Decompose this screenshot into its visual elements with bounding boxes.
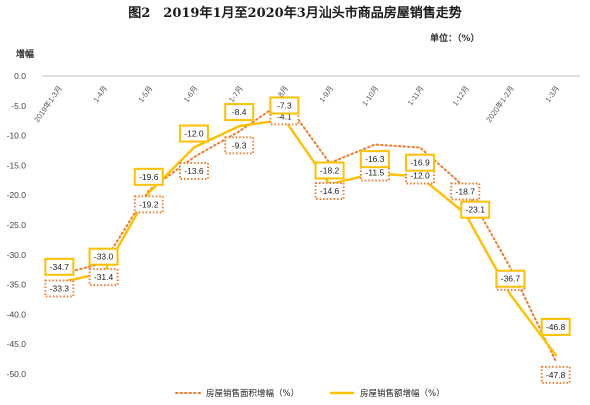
y-tick-label: -10.0 [7, 131, 27, 141]
x-tick-label: 1-10月 [360, 84, 380, 108]
data-label-area: -47.8 [540, 365, 571, 384]
data-label-text: -11.5 [365, 168, 384, 178]
data-label-text: -19.2 [139, 199, 159, 209]
data-label-box [495, 269, 526, 288]
data-label-box [269, 96, 300, 115]
x-tick-label: 1-6月 [182, 84, 200, 104]
x-tick-label: 1-9月 [317, 84, 335, 104]
data-label-box [314, 161, 345, 180]
y-tick-label: -50.0 [7, 369, 27, 379]
data-label-area: -9.3 [224, 136, 255, 155]
data-label-box [540, 365, 571, 384]
data-label-area: -19.2 [133, 195, 164, 214]
data-label-sales: -16.9 [405, 153, 436, 172]
series-line-sales [57, 118, 557, 357]
data-label-sales: -7.3 [269, 96, 300, 115]
data-label-sales: -34.7 [44, 257, 75, 276]
data-label-text: -31.4 [94, 272, 114, 282]
data-label-text: -23.1 [466, 205, 486, 215]
data-label-box [88, 268, 119, 287]
legend-label: 房屋销售面积增幅（%） [206, 388, 299, 399]
data-label-box [44, 257, 75, 276]
x-tick-label: 2019年1-3月 [31, 83, 64, 124]
data-label-sales: -12.0 [178, 124, 209, 143]
data-label-sales: -36.7 [495, 269, 526, 288]
data-label-sales: -18.2 [314, 161, 345, 180]
data-label-area: -31.4 [88, 268, 119, 287]
data-label-box [314, 182, 345, 201]
y-tick-label: -15.0 [7, 160, 27, 170]
data-label-box [540, 317, 571, 336]
data-label-text: -47.8 [546, 370, 566, 380]
y-tick-label: -45.0 [7, 339, 27, 349]
series-line-area [57, 99, 557, 362]
data-label-text: -36.7 [501, 274, 521, 284]
data-label-box [133, 167, 164, 186]
data-label-text: -33.3 [50, 283, 70, 293]
data-label-layer: -33.3 -34.7 -31.4 -33.0 -19.2 -19.6 -13.6 -12.0… [44, 96, 571, 384]
x-tick-label: 1-7月 [227, 84, 245, 104]
data-label-text: -12.0 [410, 171, 430, 181]
y-tick-label: 0.0 [14, 71, 26, 81]
data-label-text: -33.0 [94, 252, 114, 262]
data-label-area: -33.3 [44, 279, 75, 298]
data-label-text: -19.6 [139, 172, 159, 182]
data-label-text: -13.6 [184, 166, 204, 176]
data-label-text: -12.0 [184, 129, 204, 139]
data-label-sales: -16.3 [359, 150, 390, 169]
y-axis-label: 增幅 [16, 48, 34, 60]
data-label-box [133, 195, 164, 214]
data-label-sales: -46.8 [540, 317, 571, 336]
data-label-text: -8.4 [232, 107, 247, 117]
data-label-box [88, 247, 119, 266]
data-label-sales: -8.4 [224, 103, 255, 122]
data-label-box [359, 150, 390, 169]
x-tick-label: 1-11月 [406, 84, 426, 107]
data-label-sales: -33.0 [88, 247, 119, 266]
data-label-sales: -23.1 [460, 200, 491, 219]
data-label-box [224, 103, 255, 122]
data-label-text: -14.6 [320, 186, 340, 196]
y-tick-label: -20.0 [7, 190, 27, 200]
y-tick-label: -30.0 [7, 250, 27, 260]
x-tick-label: 1-4月 [91, 84, 109, 104]
legend-label: 房屋销售额增幅（%） [360, 388, 445, 399]
data-label-area: -18.7 [450, 182, 481, 201]
y-tick-label: -25.0 [7, 220, 27, 230]
data-label-box [178, 162, 209, 181]
legend-item-sales: 房屋销售额增幅（%） [330, 388, 445, 399]
x-tick-label: 2020年1-2月 [483, 83, 516, 124]
data-label-box [450, 182, 481, 201]
data-label-text: -16.9 [410, 158, 430, 168]
data-label-text: -18.7 [456, 186, 476, 196]
data-label-area: -13.6 [178, 162, 209, 181]
data-label-box [460, 200, 491, 219]
data-label-text: -7.3 [277, 101, 292, 111]
data-label-box [178, 124, 209, 143]
data-label-box [405, 153, 436, 172]
series-layer [57, 99, 557, 362]
chart-title: 图2 2019年1月至2020年3月汕头市商品房屋销售走势 [128, 5, 462, 21]
x-tick-label: 1-3月 [543, 84, 561, 104]
data-label-text: -34.7 [50, 262, 70, 272]
x-tick-label: 1-5月 [137, 84, 155, 104]
y-tick-label: -35.0 [7, 280, 27, 290]
x-tick-label: 1-12月 [451, 84, 471, 108]
data-label-text: -16.3 [365, 154, 385, 164]
data-label-text: -9.3 [232, 140, 247, 150]
unit-label: 单位：（%） [430, 32, 480, 44]
y-tick-label: -5.0 [11, 101, 26, 111]
legend: 房屋销售面积增幅（%） 房屋销售额增幅（%） [175, 388, 445, 399]
data-label-text: -4.1 [277, 111, 292, 121]
data-label-area: -14.6 [314, 182, 345, 201]
data-label-text: -46.8 [546, 322, 566, 332]
data-label-box [44, 279, 75, 298]
data-label-sales: -19.6 [133, 167, 164, 186]
data-label-box [224, 136, 255, 155]
data-label-text: -18.2 [320, 165, 340, 175]
y-tick-label: -40.0 [7, 309, 27, 319]
legend-item-area: 房屋销售面积增幅（%） [175, 388, 299, 399]
